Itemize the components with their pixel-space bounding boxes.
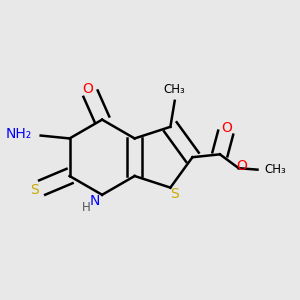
Text: N: N bbox=[90, 194, 100, 208]
Text: O: O bbox=[236, 159, 247, 173]
Text: S: S bbox=[170, 187, 179, 201]
Text: S: S bbox=[31, 184, 39, 197]
Text: H: H bbox=[82, 201, 91, 214]
Text: O: O bbox=[222, 121, 232, 135]
Text: CH₃: CH₃ bbox=[265, 163, 286, 176]
Text: O: O bbox=[82, 82, 93, 96]
Text: CH₃: CH₃ bbox=[164, 82, 186, 96]
Text: NH₂: NH₂ bbox=[6, 127, 32, 141]
